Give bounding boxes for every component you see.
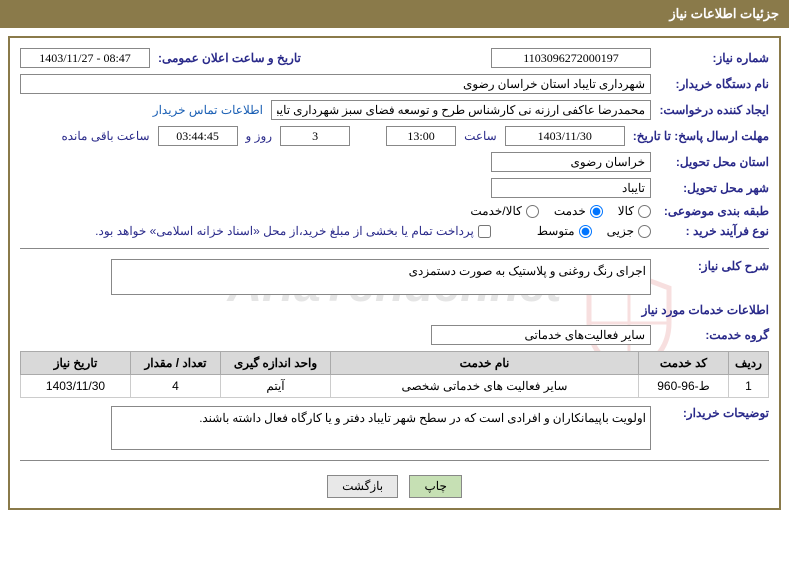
back-button[interactable]: بازگشت: [327, 475, 398, 498]
label-need-desc: شرح کلی نیاز:: [659, 259, 769, 273]
th-unit: واحد اندازه گیری: [221, 352, 331, 375]
radio-both[interactable]: کالا/خدمت: [470, 204, 538, 218]
radio-service-label: خدمت: [554, 204, 586, 218]
radio-both-label: کالا/خدمت: [470, 204, 521, 218]
label-announce-datetime: تاریخ و ساعت اعلان عمومی:: [158, 51, 301, 65]
checkbox-payment[interactable]: پرداخت تمام یا بخشی از مبلغ خرید،از محل …: [95, 224, 491, 238]
label-hour: ساعت: [464, 129, 497, 143]
divider-1: [20, 248, 769, 249]
row-need-number: شماره نیاز: تاریخ و ساعت اعلان عمومی:: [20, 48, 769, 68]
cell-unit: آیتم: [221, 375, 331, 398]
field-need-number[interactable]: [491, 48, 651, 68]
field-need-desc[interactable]: [111, 259, 651, 295]
checkbox-payment-input[interactable]: [478, 225, 491, 238]
label-need-number: شماره نیاز:: [659, 51, 769, 65]
field-announce-datetime[interactable]: [20, 48, 150, 68]
section-services-info: اطلاعات خدمات مورد نیاز: [20, 303, 769, 317]
label-buyer-org: نام دستگاه خریدار:: [659, 77, 769, 91]
radio-both-input[interactable]: [526, 205, 539, 218]
print-button[interactable]: چاپ: [409, 475, 461, 498]
th-need-date: تاریخ نیاز: [21, 352, 131, 375]
cell-qty: 4: [131, 375, 221, 398]
link-contact-buyer[interactable]: اطلاعات تماس خریدار: [153, 103, 263, 117]
page-header: جزئیات اطلاعات نیاز: [0, 0, 789, 28]
services-table: ردیف کد خدمت نام خدمت واحد اندازه گیری ت…: [20, 351, 769, 398]
label-days-and: روز و: [246, 129, 273, 143]
field-time-left[interactable]: [158, 126, 238, 146]
page-title: جزئیات اطلاعات نیاز: [669, 6, 779, 21]
cell-service-code: ط-96-960: [639, 375, 729, 398]
row-buyer-notes: توضیحات خریدار:: [20, 406, 769, 450]
cell-row: 1: [729, 375, 769, 398]
field-buyer-notes[interactable]: [111, 406, 651, 450]
buttons-row: چاپ بازگشت: [20, 475, 769, 498]
field-requester[interactable]: [271, 100, 651, 120]
field-province[interactable]: [491, 152, 651, 172]
label-province: استان محل تحویل:: [659, 155, 769, 169]
radio-minor[interactable]: جزیی: [607, 224, 651, 238]
form-content: شماره نیاز: تاریخ و ساعت اعلان عمومی: نا…: [20, 48, 769, 498]
payment-note: پرداخت تمام یا بخشی از مبلغ خرید،از محل …: [95, 224, 474, 238]
th-service-name: نام خدمت: [331, 352, 639, 375]
th-qty: تعداد / مقدار: [131, 352, 221, 375]
radio-goods-label: کالا: [618, 204, 634, 218]
radio-service[interactable]: خدمت: [554, 204, 603, 218]
row-province: استان محل تحویل:: [20, 152, 769, 172]
radio-minor-label: جزیی: [607, 224, 634, 238]
label-time-remaining: ساعت باقی مانده: [61, 129, 149, 143]
row-need-desc: شرح کلی نیاز:: [20, 259, 769, 295]
row-service-group: گروه خدمت:: [20, 325, 769, 345]
label-category: طبقه بندی موضوعی:: [659, 204, 769, 218]
divider-2: [20, 460, 769, 461]
radio-minor-input[interactable]: [638, 225, 651, 238]
radio-medium-label: متوسط: [537, 224, 575, 238]
table-row: 1 ط-96-960 سایر فعالیت های خدماتی شخصی آ…: [21, 375, 769, 398]
purchase-type-radio-group: جزیی متوسط: [537, 224, 651, 238]
th-row: ردیف: [729, 352, 769, 375]
label-requester: ایجاد کننده درخواست:: [659, 103, 769, 117]
table-header-row: ردیف کد خدمت نام خدمت واحد اندازه گیری ت…: [21, 352, 769, 375]
label-deadline: مهلت ارسال پاسخ: تا تاریخ:: [633, 129, 769, 143]
radio-medium-input[interactable]: [579, 225, 592, 238]
main-container: AriaTender.net شماره نیاز: تاریخ و ساعت …: [8, 36, 781, 510]
field-service-group[interactable]: [431, 325, 651, 345]
field-deadline-date[interactable]: [505, 126, 625, 146]
field-days[interactable]: [280, 126, 350, 146]
cell-service-name: سایر فعالیت های خدماتی شخصی: [331, 375, 639, 398]
radio-medium[interactable]: متوسط: [537, 224, 592, 238]
field-buyer-org[interactable]: [20, 74, 651, 94]
label-buyer-notes: توضیحات خریدار:: [659, 406, 769, 420]
label-service-group: گروه خدمت:: [659, 328, 769, 342]
label-purchase-type: نوع فرآیند خرید :: [659, 224, 769, 238]
cell-need-date: 1403/11/30: [21, 375, 131, 398]
label-city: شهر محل تحویل:: [659, 181, 769, 195]
field-city[interactable]: [491, 178, 651, 198]
row-deadline: مهلت ارسال پاسخ: تا تاریخ: ساعت روز و سا…: [20, 126, 769, 146]
row-buyer-org: نام دستگاه خریدار:: [20, 74, 769, 94]
th-service-code: کد خدمت: [639, 352, 729, 375]
row-category: طبقه بندی موضوعی: کالا خدمت کالا/خدمت: [20, 204, 769, 218]
radio-service-input[interactable]: [590, 205, 603, 218]
radio-goods[interactable]: کالا: [618, 204, 651, 218]
row-requester: ایجاد کننده درخواست: اطلاعات تماس خریدار: [20, 100, 769, 120]
radio-goods-input[interactable]: [638, 205, 651, 218]
field-deadline-hour[interactable]: [386, 126, 456, 146]
row-purchase-type: نوع فرآیند خرید : جزیی متوسط پرداخت تمام…: [20, 224, 769, 238]
category-radio-group: کالا خدمت کالا/خدمت: [470, 204, 651, 218]
row-city: شهر محل تحویل:: [20, 178, 769, 198]
